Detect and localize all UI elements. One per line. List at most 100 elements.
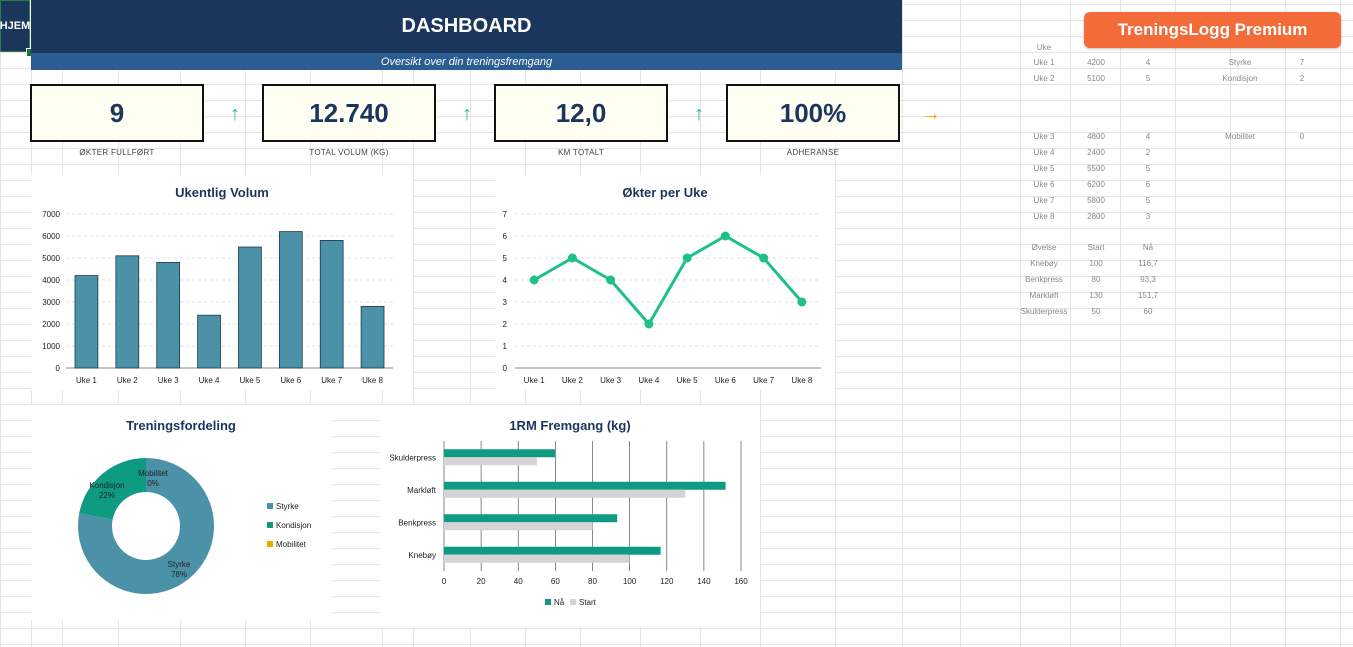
table-cell[interactable]: Uke 5 — [1033, 164, 1055, 173]
chart-1rm-progress[interactable]: 1RM Fremgang (kg) 0 20 40 60 80 100 120 140 160 K… — [380, 405, 760, 627]
table-cell[interactable]: 116,7 — [1138, 259, 1158, 268]
table-cell[interactable]: 0 — [1299, 132, 1305, 141]
table-cell[interactable]: 3 — [1145, 212, 1151, 221]
table-cell[interactable]: 50 — [1091, 307, 1101, 316]
table-cell[interactable]: 4800 — [1087, 132, 1105, 141]
y-tick-label: 4 — [503, 276, 508, 285]
y-tick-label: 7 — [503, 210, 508, 219]
table-cell[interactable]: 4 — [1145, 132, 1151, 141]
pie-slice[interactable] — [79, 458, 146, 520]
bar-start[interactable] — [444, 489, 686, 498]
bar[interactable] — [238, 246, 262, 369]
table-cell[interactable]: Markløft — [1029, 291, 1059, 300]
bar-start[interactable] — [444, 522, 593, 531]
table-cell[interactable]: 5800 — [1087, 196, 1105, 205]
table-cell[interactable]: 5 — [1145, 164, 1151, 173]
legend-swatch — [267, 541, 273, 547]
premium-button[interactable]: TreningsLogg Premium — [1084, 12, 1341, 48]
kpi-km-label: KM TOTALT — [557, 148, 605, 157]
table-cell[interactable]: 7 — [1299, 58, 1305, 67]
table-cell[interactable]: 2 — [1299, 74, 1305, 83]
table-cell[interactable]: Kondisjon — [1222, 74, 1258, 83]
y-tick-label: Benkpress — [398, 518, 436, 527]
data-point[interactable] — [606, 275, 616, 285]
x-tick-label: Uke 7 — [753, 376, 774, 385]
table-cell[interactable]: 60 — [1143, 307, 1153, 316]
legend-swatch — [267, 522, 273, 528]
table-cell[interactable]: 100 — [1089, 259, 1103, 268]
data-point[interactable] — [759, 253, 769, 263]
table-cell[interactable]: 6 — [1145, 180, 1151, 189]
data-point[interactable] — [529, 275, 539, 285]
table-header[interactable]: Nå — [1142, 243, 1154, 252]
table-cell[interactable]: 151,7 — [1137, 291, 1159, 300]
table-cell[interactable]: 4200 — [1087, 58, 1105, 67]
table-cell[interactable]: 80 — [1091, 275, 1101, 284]
data-point[interactable] — [567, 253, 577, 263]
bar[interactable] — [197, 314, 221, 369]
table-cell[interactable]: 2800 — [1087, 212, 1105, 221]
table-header[interactable]: Øvelse — [1031, 243, 1057, 252]
table-cell[interactable]: 2400 — [1087, 148, 1105, 157]
pie-slice[interactable] — [77, 458, 214, 594]
bar[interactable] — [319, 240, 344, 369]
table-cell[interactable]: Mobilitet — [1225, 132, 1255, 141]
table-cell[interactable]: 93,3 — [1140, 275, 1156, 284]
page-subtitle: Oversikt over din treningsfremgang — [31, 53, 902, 70]
chart-sessions-per-week[interactable]: Økter per Uke 0 1 2 3 4 5 6 7 Uke 1 Uke 2 Uke 3 Uke… — [495, 175, 835, 390]
table-cell[interactable]: 4 — [1145, 58, 1151, 67]
table-cell[interactable]: 2 — [1145, 148, 1151, 157]
table-cell[interactable]: Benkpress — [1025, 275, 1063, 284]
x-tick-label: 0 — [442, 577, 447, 586]
table-header[interactable]: Uke — [1036, 43, 1052, 52]
arrow-up-icon: ↑ — [694, 103, 704, 125]
table-cell[interactable]: Uke 7 — [1033, 196, 1055, 205]
table-cell[interactable]: Knebøy — [1030, 259, 1058, 268]
table-cell[interactable]: 130 — [1089, 291, 1103, 300]
bar[interactable] — [360, 305, 385, 369]
data-point[interactable] — [797, 297, 807, 307]
table-cell[interactable]: Uke 6 — [1033, 180, 1055, 189]
table-cell[interactable]: 5100 — [1087, 74, 1105, 83]
data-point[interactable] — [720, 231, 730, 241]
bar-start[interactable] — [444, 554, 630, 563]
table-cell[interactable]: Uke 2 — [1033, 74, 1055, 83]
bar-now[interactable] — [444, 449, 556, 458]
x-tick-label: Uke 3 — [158, 376, 179, 385]
bar[interactable] — [115, 255, 140, 369]
table-cell[interactable]: 6200 — [1087, 180, 1105, 189]
x-tick-label: Uke 3 — [600, 376, 621, 385]
bar[interactable] — [156, 262, 181, 369]
y-tick-label: 5 — [503, 254, 508, 263]
arrow-up-icon: ↑ — [230, 103, 240, 125]
table-cell[interactable]: Uke 8 — [1033, 212, 1055, 221]
table-cell[interactable]: Uke 3 — [1033, 132, 1055, 141]
slice-label: Kondisjon — [89, 481, 124, 490]
legend-swatch — [570, 599, 576, 605]
data-point[interactable] — [682, 253, 692, 263]
bar[interactable] — [74, 275, 99, 369]
table-cell[interactable]: Styrke — [1228, 58, 1252, 67]
bar-now[interactable] — [444, 514, 618, 523]
bar-now[interactable] — [444, 481, 726, 490]
table-cell[interactable]: Uke 4 — [1033, 148, 1055, 157]
bar[interactable] — [278, 231, 303, 369]
table-header[interactable]: Start — [1087, 243, 1105, 252]
data-table[interactable]: Uke Uke 1 4200 4 Uke 2 5100 5 Uke 3 4800 4 Uke 4 24… — [1015, 40, 1325, 330]
table-cell[interactable]: Uke 1 — [1033, 58, 1055, 67]
table-cell[interactable]: 5 — [1145, 74, 1151, 83]
data-point[interactable] — [644, 319, 654, 329]
bar-now[interactable] — [444, 546, 661, 555]
table-cell[interactable]: Skulderpress — [1020, 307, 1068, 316]
home-button[interactable]: HJEM — [0, 0, 30, 52]
y-tick-label: 1 — [503, 342, 508, 351]
y-tick-label: 1000 — [42, 342, 60, 351]
chart-weekly-volume[interactable]: Ukentlig Volum 0 1000 2000 3000 4000 5000 6000… — [31, 175, 413, 390]
y-tick-label: 3 — [503, 298, 508, 307]
bar-start[interactable] — [444, 457, 537, 466]
table-cell[interactable]: 5 — [1145, 196, 1151, 205]
x-tick-label: Uke 6 — [280, 376, 301, 385]
y-tick-label: 2000 — [42, 320, 60, 329]
table-cell[interactable]: 5500 — [1087, 164, 1105, 173]
chart-training-distribution[interactable]: Treningsfordeling Styrke 78% Styrke Kondisj… — [31, 405, 331, 620]
